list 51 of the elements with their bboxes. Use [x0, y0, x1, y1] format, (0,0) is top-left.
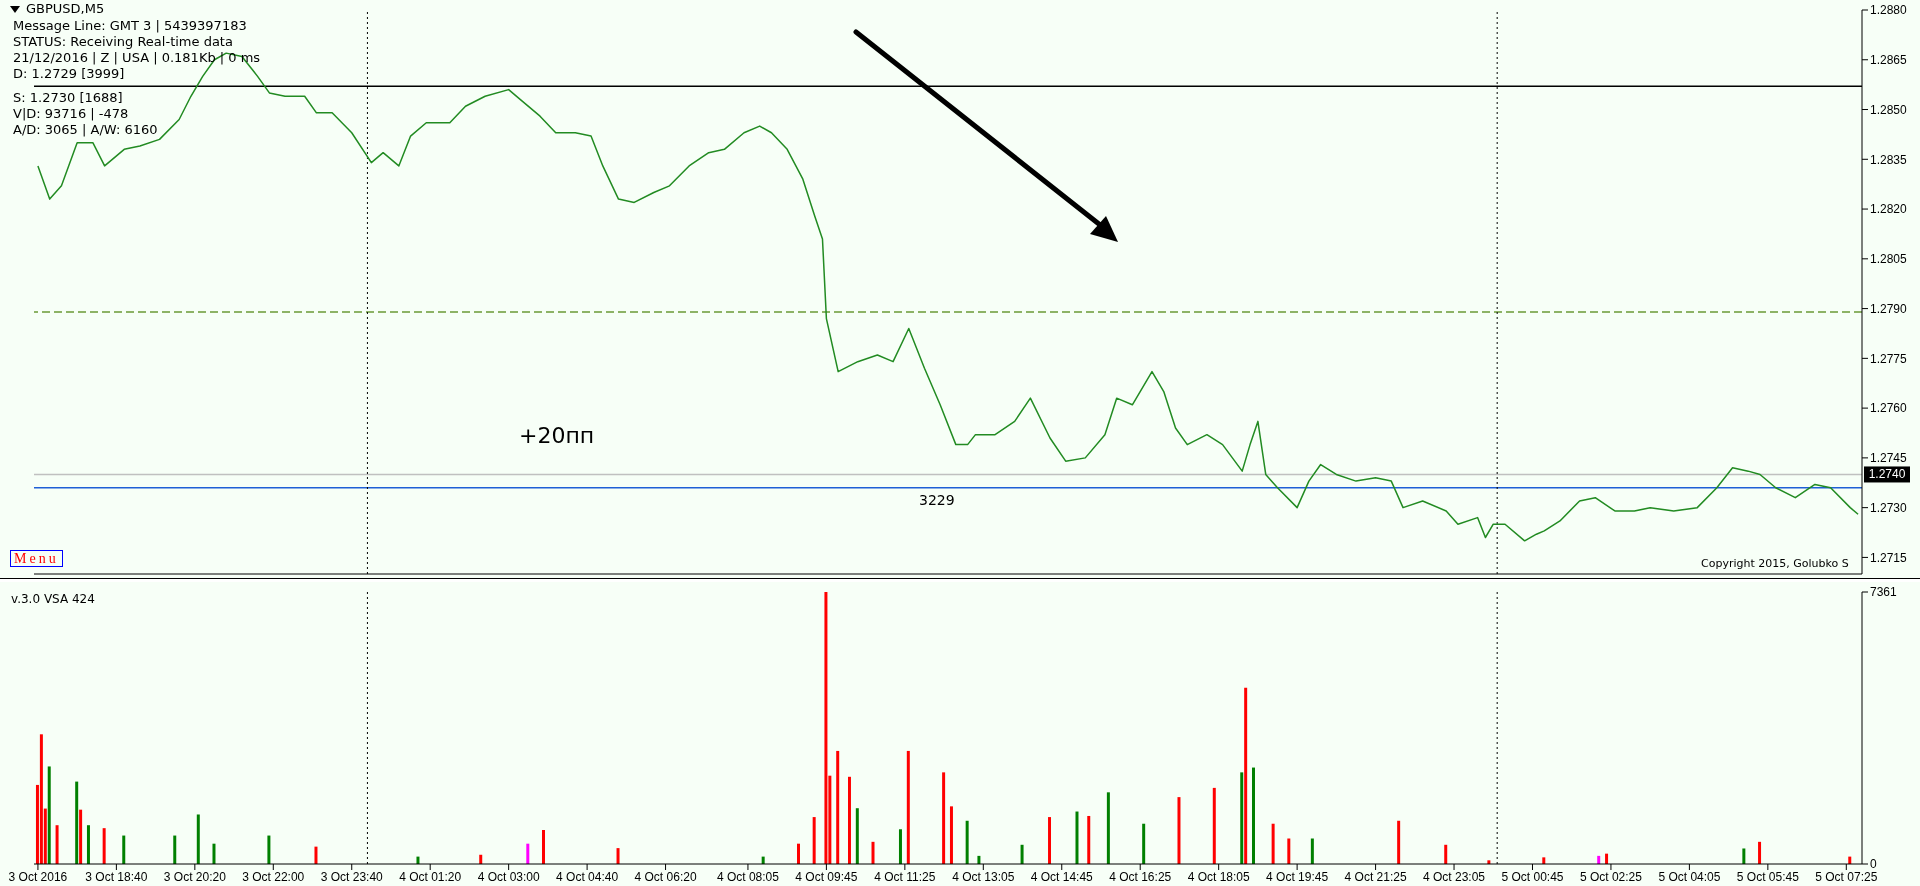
y-tick-label: 7361: [1870, 585, 1898, 600]
x-tick-label: 3 Oct 23:40: [320, 869, 384, 884]
x-tick-label: 4 Oct 09:45: [795, 869, 858, 884]
x-tick-label: 3 Oct 20:20: [163, 869, 227, 884]
y-tick-label: 1.2730: [1870, 500, 1908, 515]
y-tick-label: 0: [1870, 857, 1877, 872]
x-tick-label: 3 Oct 2016: [8, 869, 68, 884]
x-tick-label: 5 Oct 05:45: [1736, 869, 1800, 884]
x-tick-label: 3 Oct 18:40: [85, 869, 148, 884]
x-tick-label: 4 Oct 21:25: [1344, 869, 1407, 884]
x-tick-label: 4 Oct 16:25: [1109, 869, 1172, 884]
annotation: A/D: 3065 | A/W: 6160: [12, 122, 159, 137]
x-tick-label: 3 Oct 22:00: [242, 869, 305, 884]
x-tick-label: 5 Oct 02:25: [1579, 869, 1643, 884]
x-tick-label: 4 Oct 06:20: [634, 869, 697, 884]
x-tick-label: 5 Oct 04:05: [1658, 869, 1721, 884]
x-tick-label: 4 Oct 19:45: [1266, 869, 1329, 884]
y-tick-label: 1.2745: [1870, 451, 1908, 466]
x-tick-label: 4 Oct 23:05: [1423, 869, 1486, 884]
annotation: 3229: [918, 492, 956, 508]
annotation: +20пп: [518, 423, 596, 448]
annotation: S: 1.2730 [1688]: [12, 90, 124, 105]
x-tick-label: 4 Oct 01:20: [399, 869, 462, 884]
y-tick-label: 1.2715: [1870, 550, 1908, 565]
ref-line-label: 1.2740: [1868, 467, 1906, 482]
y-tick-label: 1.2880: [1870, 3, 1908, 18]
y-tick-label: 1.2805: [1870, 252, 1908, 267]
y-tick-label: 1.2790: [1870, 301, 1908, 316]
x-tick-label: 5 Oct 07:25: [1815, 869, 1878, 884]
y-tick-label: 1.2775: [1870, 351, 1908, 366]
annotation: Menu: [10, 550, 63, 567]
x-tick-label: 4 Oct 11:25: [874, 869, 936, 884]
x-tick-label: 4 Oct 13:05: [952, 869, 1015, 884]
annotation: Copyright 2015, Golubko S: [1700, 556, 1850, 571]
annotation: Message Line: GMT 3 | 5439397183: [12, 18, 248, 33]
y-tick-label: 1.2820: [1870, 202, 1908, 217]
x-tick-label: 4 Oct 03:00: [477, 869, 540, 884]
chart-title: GBPUSD,M5: [26, 1, 105, 16]
annotation: v.3.0 VSA 424: [10, 592, 96, 607]
x-tick-label: 4 Oct 14:45: [1030, 869, 1094, 884]
annotation: V|D: 93716 | -478: [12, 106, 130, 121]
x-tick-label: 4 Oct 08:05: [716, 869, 780, 884]
annotation: D: 1.2729 [3999]: [12, 66, 126, 81]
y-tick-label: 1.2760: [1870, 401, 1908, 416]
x-tick-label: 4 Oct 04:40: [556, 869, 619, 884]
x-tick-label: 5 Oct 00:45: [1501, 869, 1564, 884]
y-tick-label: 1.2850: [1870, 102, 1908, 117]
x-tick-label: 4 Oct 18:05: [1187, 869, 1251, 884]
y-tick-label: 1.2835: [1870, 152, 1908, 167]
annotation: STATUS: Receiving Real-time data: [12, 34, 234, 49]
y-tick-label: 1.2865: [1870, 53, 1908, 68]
